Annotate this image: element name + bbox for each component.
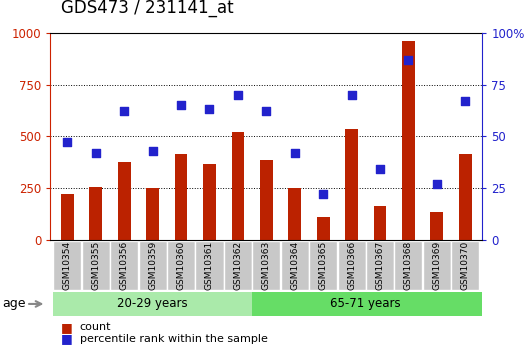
Bar [366, 241, 394, 290]
Bar [338, 241, 366, 290]
Bar [459, 154, 472, 240]
Text: age: age [3, 297, 26, 310]
Bar [167, 241, 195, 290]
Bar [423, 241, 451, 290]
Point [347, 92, 356, 98]
Point [120, 109, 128, 114]
Bar [53, 292, 252, 316]
Point [177, 102, 186, 108]
Point [319, 191, 328, 197]
Bar [288, 188, 301, 240]
Text: GSM10366: GSM10366 [347, 241, 356, 290]
Bar [146, 188, 159, 240]
Bar [118, 162, 130, 240]
Bar [402, 41, 415, 240]
Point [404, 57, 413, 62]
Text: ■: ■ [61, 321, 73, 334]
Point [376, 167, 384, 172]
Point [432, 181, 441, 187]
Bar [203, 164, 216, 240]
Text: GSM10364: GSM10364 [290, 241, 299, 290]
Bar [260, 160, 273, 240]
Bar [430, 212, 443, 240]
Bar [281, 241, 309, 290]
Bar [110, 241, 138, 290]
Text: percentile rank within the sample: percentile rank within the sample [80, 334, 267, 344]
Bar [317, 217, 330, 240]
Bar [90, 187, 102, 240]
Point [205, 107, 214, 112]
Text: GSM10370: GSM10370 [461, 241, 470, 290]
Text: GSM10367: GSM10367 [375, 241, 384, 290]
Bar [394, 241, 422, 290]
Bar [54, 241, 82, 290]
Bar [61, 194, 74, 240]
Bar [374, 206, 386, 240]
Bar [252, 241, 280, 290]
Text: GSM10356: GSM10356 [120, 241, 129, 290]
Point [234, 92, 242, 98]
Text: GSM10365: GSM10365 [319, 241, 328, 290]
Point [290, 150, 299, 156]
Bar [451, 241, 479, 290]
Point [148, 148, 157, 154]
Bar [82, 241, 110, 290]
Bar [224, 241, 252, 290]
Text: GSM10361: GSM10361 [205, 241, 214, 290]
Bar [252, 292, 482, 316]
Text: 20-29 years: 20-29 years [117, 297, 188, 310]
Bar [309, 241, 337, 290]
Bar [175, 154, 188, 240]
Text: GSM10363: GSM10363 [262, 241, 271, 290]
Text: GSM10362: GSM10362 [233, 241, 242, 290]
Bar [196, 241, 224, 290]
Text: GDS473 / 231141_at: GDS473 / 231141_at [61, 0, 234, 17]
Text: GSM10360: GSM10360 [176, 241, 186, 290]
Text: GSM10369: GSM10369 [432, 241, 441, 290]
Text: GSM10354: GSM10354 [63, 241, 72, 290]
Point [92, 150, 100, 156]
Point [63, 140, 72, 145]
Bar [345, 129, 358, 240]
Point [461, 98, 470, 104]
Text: ■: ■ [61, 332, 73, 345]
Text: 65-71 years: 65-71 years [331, 297, 401, 310]
Bar [138, 241, 167, 290]
Bar [232, 132, 244, 240]
Point [262, 109, 270, 114]
Text: GSM10359: GSM10359 [148, 241, 157, 290]
Text: GSM10368: GSM10368 [404, 241, 413, 290]
Text: count: count [80, 322, 111, 332]
Text: GSM10355: GSM10355 [91, 241, 100, 290]
